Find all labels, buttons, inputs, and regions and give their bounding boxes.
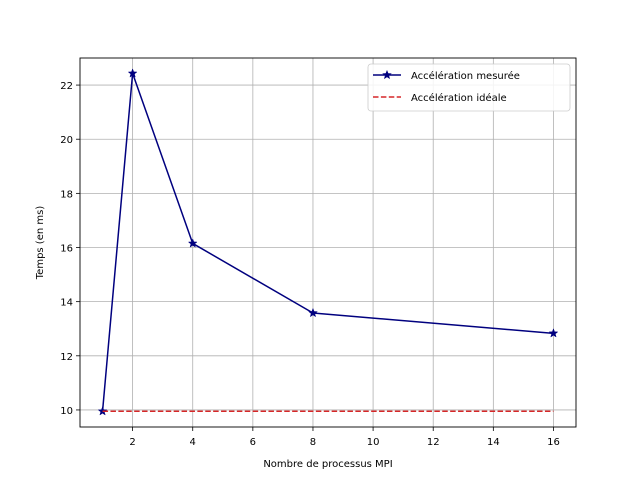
y-tick-label: 22 (60, 81, 73, 92)
series-layer (97, 68, 559, 416)
data-point (548, 328, 559, 338)
x-tick-label: 14 (487, 437, 500, 448)
y-axis-label: Temps (en ms) (35, 206, 46, 281)
x-tick-label: 2 (129, 437, 135, 448)
data-point (187, 238, 198, 248)
legend-entry: Accélération mesurée (373, 69, 520, 82)
data-point (127, 68, 138, 78)
legend-label: Accélération idéale (411, 92, 507, 104)
legend-marker (382, 69, 392, 80)
y-axis-ticks: 10 12 14 16 18 20 22 (60, 81, 80, 417)
grid-lines (80, 58, 576, 427)
y-tick-label: 18 (60, 189, 73, 200)
x-tick-label: 12 (427, 437, 440, 448)
y-tick-label: 16 (60, 244, 73, 255)
plot-frame (79, 57, 577, 428)
x-tick-label: 6 (250, 437, 256, 448)
x-tick-label: 16 (547, 437, 560, 448)
x-axis-ticks: 2 4 6 8 10 12 14 16 (129, 427, 560, 448)
x-tick-label: 8 (310, 437, 316, 448)
series-0 (97, 68, 559, 416)
y-tick-label: 12 (60, 352, 73, 363)
y-tick-label: 14 (60, 298, 73, 309)
series-line (101, 72, 554, 412)
data-point (308, 307, 318, 318)
x-tick-label: 4 (190, 437, 196, 448)
legend: Accélération mesurée Accélération idéale (367, 63, 571, 112)
x-tick-label: 10 (367, 437, 380, 448)
legend-entry: Accélération idéale (373, 92, 507, 104)
y-tick-label: 10 (60, 406, 73, 417)
x-axis-label: Nombre de processus MPI (263, 459, 392, 470)
legend-box (367, 63, 571, 112)
y-tick-label: 20 (60, 135, 73, 146)
legend-label: Accélération mesurée (411, 70, 520, 82)
